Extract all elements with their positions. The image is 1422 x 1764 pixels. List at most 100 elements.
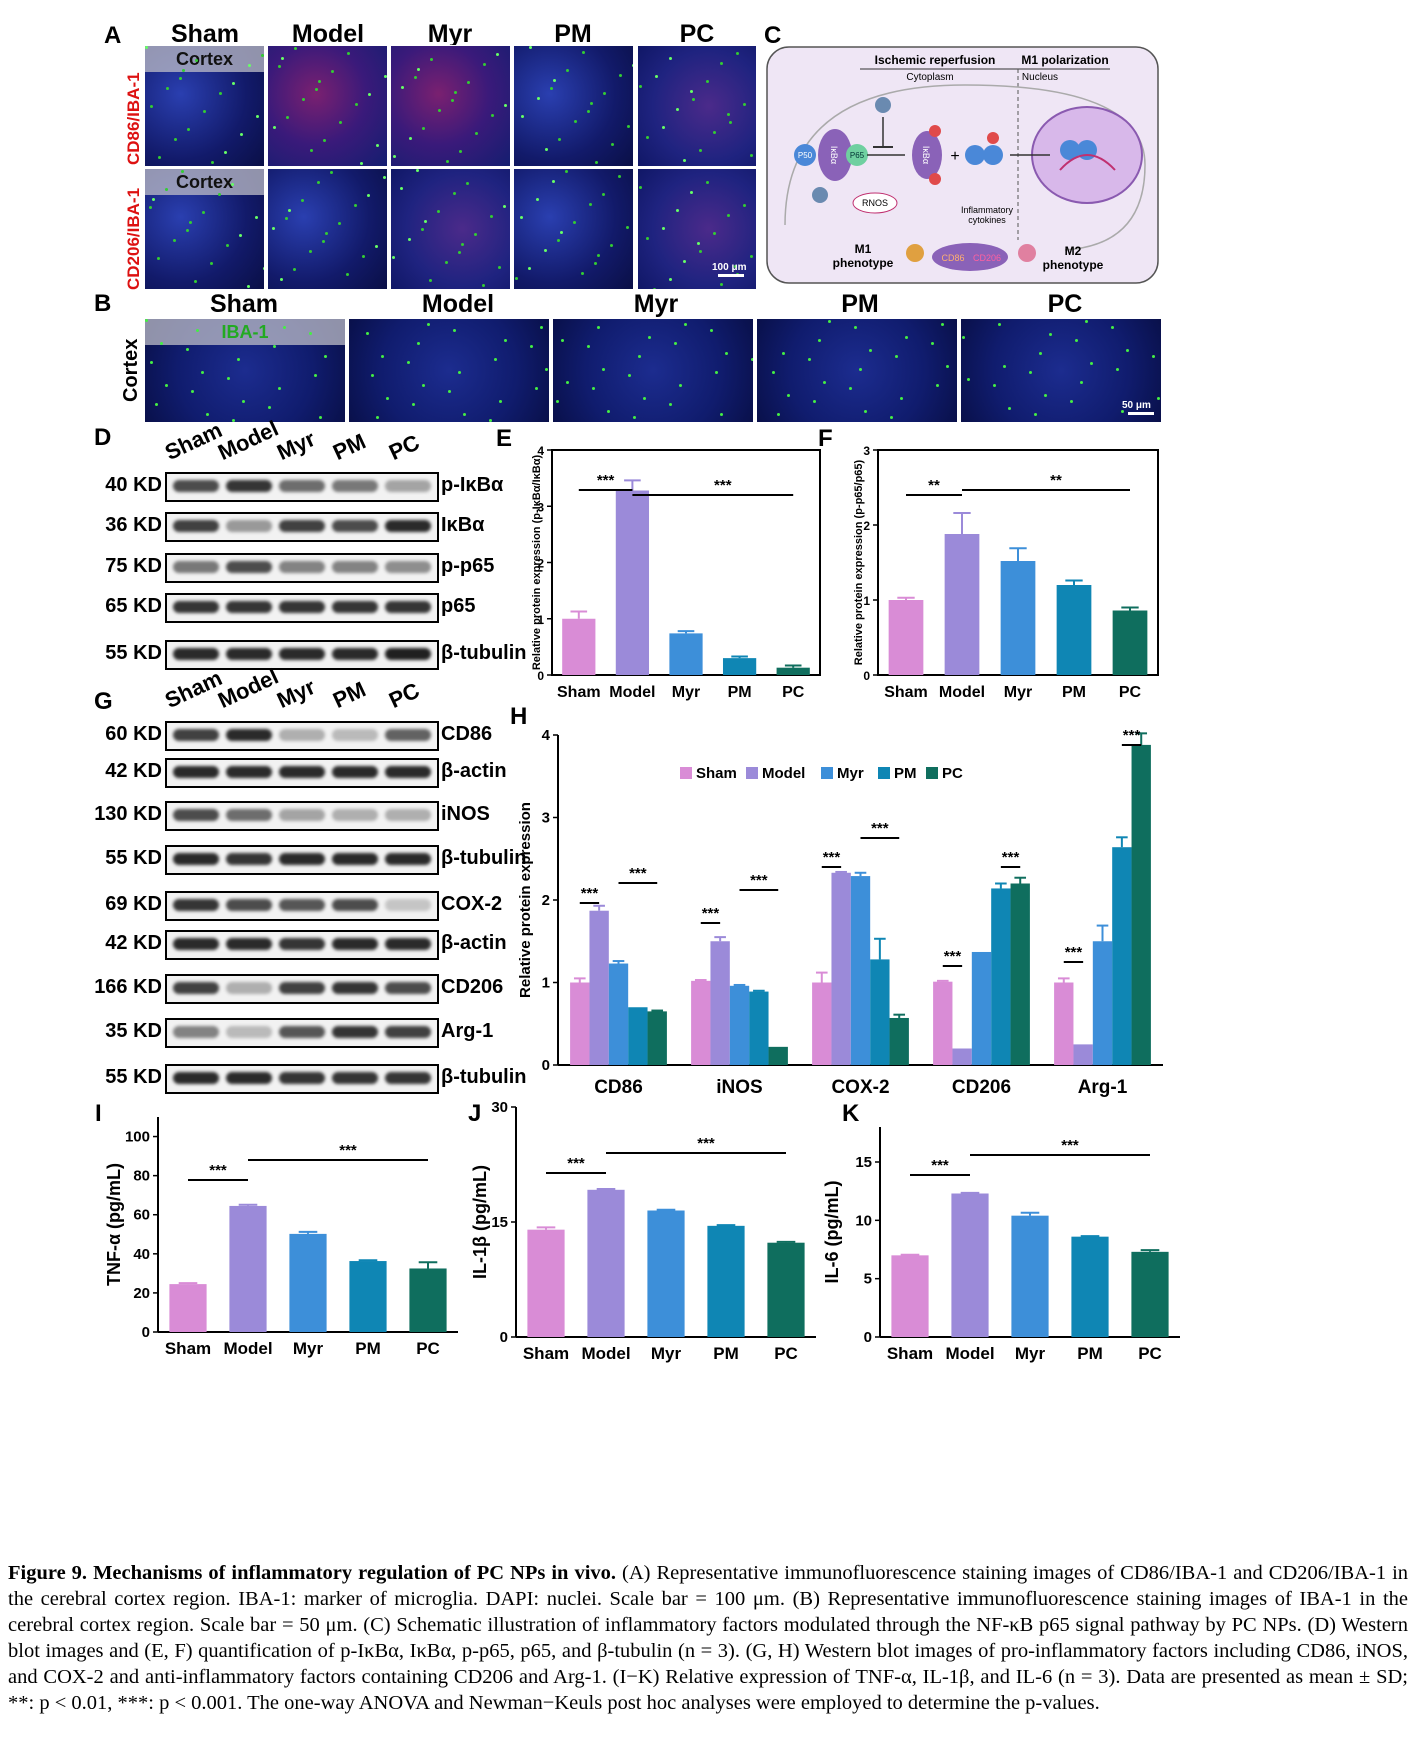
y-tick-label: 2	[863, 519, 870, 533]
microglia-dot	[467, 81, 470, 84]
microglia-dot	[653, 288, 656, 289]
microglia-dot	[628, 374, 631, 377]
y-axis-label: TNF-α (pg/mL)	[104, 1163, 124, 1286]
y-tick-label: 60	[133, 1207, 150, 1224]
microglia-dot	[597, 326, 600, 329]
microglia-dot	[565, 170, 568, 173]
microglia-dot	[1044, 394, 1047, 397]
ikba-complex	[818, 129, 852, 181]
microglia-dot	[466, 182, 469, 185]
y-tick-label: 4	[537, 444, 544, 458]
microglia-dot	[227, 377, 230, 380]
significance-label: ***	[823, 849, 841, 866]
chart-k: 0 5 10 15 IL-6 (pg/mL) Sham Model Myr PM PC *** ***	[822, 1127, 1180, 1363]
microglia-dot	[293, 268, 296, 271]
bar-pm	[707, 1225, 745, 1337]
cytokines-text-2: cytokines	[968, 215, 1006, 225]
protein-label: CD206	[441, 976, 504, 998]
microglia-dot	[729, 121, 732, 124]
microglia-dot	[451, 99, 454, 102]
microglia-dot	[1121, 410, 1124, 413]
blot-band	[173, 601, 219, 613]
micrograph-tile	[960, 318, 1162, 423]
lane-label: PC	[385, 429, 424, 466]
microglia-dot	[218, 193, 221, 196]
microglia-dot	[582, 51, 585, 54]
blot-strip	[165, 845, 439, 875]
microglia-dot	[248, 64, 251, 67]
legend-label: Myr	[837, 765, 864, 782]
kd-label: 60 KD	[105, 723, 162, 745]
microglia-dot	[1075, 339, 1078, 342]
blot-band	[279, 853, 325, 865]
bar-pm	[1112, 847, 1132, 1065]
panel-e-label: E	[496, 425, 513, 452]
panel-g-label: G	[94, 688, 113, 715]
blot-band	[279, 982, 325, 994]
microglia-dot	[393, 155, 396, 158]
microglia-dot	[278, 65, 281, 68]
microglia-dot	[239, 234, 242, 237]
bar-myr	[850, 876, 871, 1065]
caption-title: Mechanisms of inflammatory regulation of…	[93, 1562, 617, 1584]
bar-pm	[1056, 585, 1092, 675]
microglia-dot	[294, 47, 297, 50]
microglia-dot	[750, 255, 753, 258]
microglia-dot	[498, 266, 501, 269]
rnos-text: RNOS	[862, 198, 888, 208]
legend-label: Model	[762, 765, 805, 782]
microglia-dot	[725, 352, 728, 355]
significance-label: ***	[702, 905, 720, 922]
microglia-dot	[521, 115, 524, 118]
microglia-dot	[573, 221, 576, 224]
blot-band	[226, 1072, 272, 1084]
panel-k-label: K	[842, 1100, 860, 1127]
microglia-dot	[706, 80, 709, 83]
bar-pc	[1131, 1251, 1169, 1337]
microglia-dot	[607, 410, 610, 413]
protein-label: Arg-1	[441, 1020, 494, 1042]
legend-swatch	[680, 767, 692, 779]
significance-label: ***	[944, 948, 962, 965]
microglia-dot	[561, 339, 564, 342]
x-tick-label: Myr	[293, 1339, 324, 1358]
y-tick-label: 80	[133, 1168, 150, 1185]
microglia-dot	[669, 403, 672, 406]
caption-fig: Figure 9.	[8, 1562, 88, 1584]
microglia-dot	[669, 57, 672, 60]
microglia-dot	[196, 329, 199, 332]
blot-band	[385, 561, 431, 573]
bar-sham	[562, 618, 596, 675]
x-tick-label: Myr	[1004, 684, 1032, 701]
microglia-dot	[558, 138, 561, 141]
blot-strip	[165, 472, 439, 502]
blot-band	[226, 648, 272, 660]
microglia-dot	[194, 280, 197, 283]
kd-label: 69 KD	[105, 893, 162, 915]
kd-label: 65 KD	[105, 595, 162, 617]
x-tick-label: Arg-1	[1078, 1077, 1128, 1098]
microglia-dot	[808, 358, 811, 361]
legend-swatch	[746, 767, 758, 779]
microglia-dot	[553, 79, 556, 82]
bar-model	[587, 1189, 625, 1337]
microglia-dot	[683, 260, 686, 263]
blot-band	[279, 648, 325, 660]
x-tick-label: Sham	[887, 1344, 933, 1363]
microglia-dot	[626, 226, 629, 229]
blot-band	[173, 1026, 219, 1038]
microglia-dot	[515, 277, 518, 280]
microglia-dot	[648, 336, 651, 339]
x-tick-label: PC	[774, 1344, 798, 1363]
bar-model	[229, 1205, 267, 1332]
microglia-dot	[182, 69, 185, 72]
legend-swatch	[821, 767, 833, 779]
microglia-dot	[535, 387, 538, 390]
y-tick-label: 4	[542, 727, 551, 744]
bar-myr	[1011, 1215, 1049, 1337]
microglia-dot	[632, 64, 633, 67]
microglia-dot	[346, 273, 349, 276]
microglia-dot	[302, 98, 305, 101]
